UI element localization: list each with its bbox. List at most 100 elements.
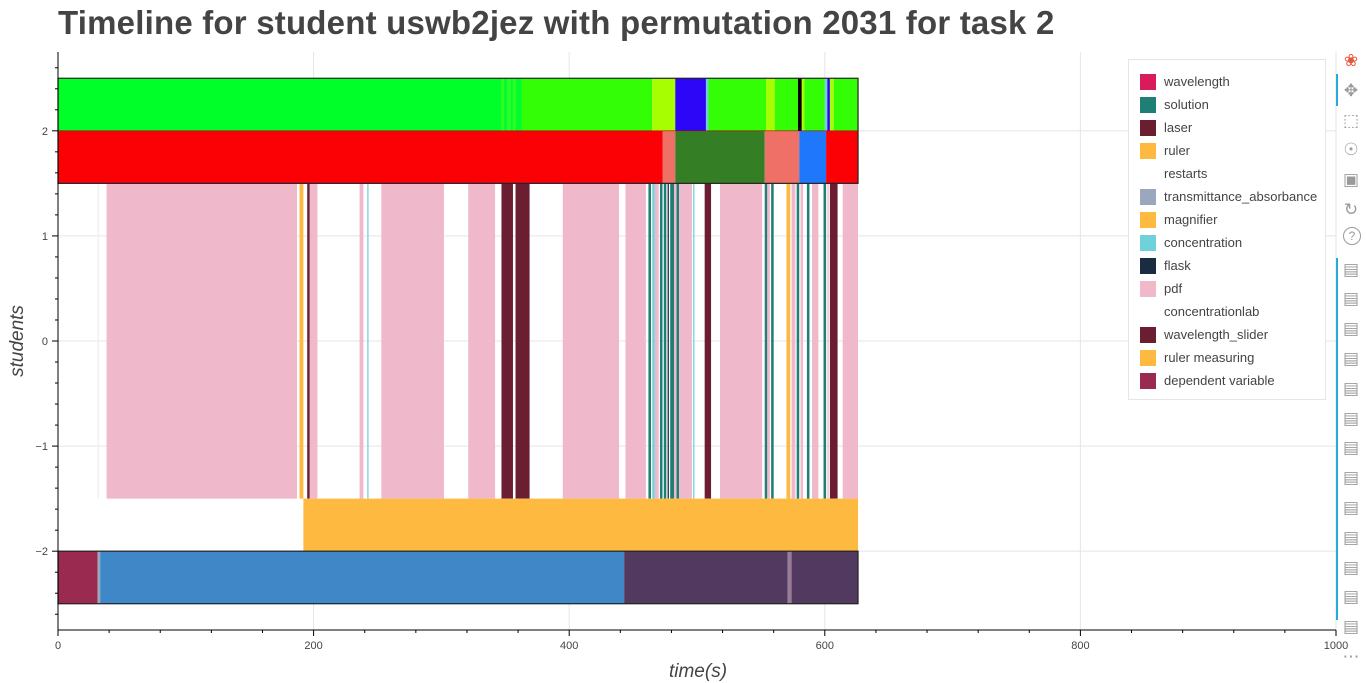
timeline-segment	[97, 183, 99, 499]
legend-swatch	[1140, 326, 1156, 343]
legend-item[interactable]: ruler	[1140, 139, 1190, 162]
timeline-segment	[764, 183, 768, 499]
timeline-segment	[58, 130, 663, 184]
timeline-segment	[652, 78, 676, 131]
timeline-segment	[827, 183, 829, 499]
timeline-segment	[704, 183, 712, 499]
timeline-segment	[833, 78, 859, 131]
box-zoom-icon[interactable]: ⬚	[1342, 110, 1360, 130]
timeline-segment	[774, 78, 798, 131]
legend-swatch	[1140, 372, 1156, 389]
save-icon[interactable]: ▣	[1342, 170, 1360, 190]
legend-label: restarts	[1164, 166, 1208, 181]
hover-icon[interactable]: ▤	[1342, 408, 1360, 428]
legend-swatch	[1140, 188, 1156, 205]
reset-icon[interactable]: ↻	[1343, 200, 1359, 219]
timeline-segment	[106, 183, 297, 499]
timeline-segment	[667, 183, 669, 499]
x-axis-label: time(s)	[669, 661, 727, 682]
timeline-segment	[812, 183, 819, 499]
timeline-segment	[58, 551, 98, 604]
legend-swatch	[1140, 119, 1156, 136]
x-tick-label: 200	[304, 640, 322, 652]
hover-icon[interactable]: ▤	[1342, 527, 1360, 547]
timeline-segment	[791, 183, 796, 499]
legend-item[interactable]: wavelength	[1140, 70, 1230, 93]
bokeh-logo-icon[interactable]: ❀	[1343, 51, 1359, 70]
x-tick-label: 800	[1071, 640, 1089, 652]
help-icon[interactable]: ?	[1343, 226, 1361, 245]
hover-icon[interactable]: ▤	[1342, 289, 1360, 309]
x-tick-label: 600	[816, 640, 834, 652]
legend-label: magnifier	[1164, 212, 1218, 227]
toolbar-active-indicator	[1336, 258, 1338, 620]
timeline-segment	[705, 78, 709, 131]
legend-item[interactable]: ruler measuring	[1140, 346, 1254, 369]
x-tick-label: 0	[55, 640, 61, 652]
hover-icon[interactable]: ▤	[1342, 587, 1360, 607]
legend-item[interactable]: transmittance_absorbance	[1140, 185, 1317, 208]
timeline-segment	[521, 78, 653, 131]
timeline-segment	[720, 183, 763, 499]
hover-icon[interactable]: ▤	[1342, 319, 1360, 339]
timeline-segment	[673, 183, 677, 499]
hover-icon[interactable]: ▤	[1342, 438, 1360, 458]
legend-item[interactable]: magnifier	[1140, 208, 1217, 231]
hover-icon[interactable]: ▤	[1342, 259, 1360, 279]
hover-icon[interactable]: ▤	[1342, 378, 1360, 398]
axes: 0 200 400 600 800 1000 2 1 0 −1 −2	[35, 52, 1348, 652]
timeline-segment	[823, 183, 827, 499]
timeline-segment	[307, 183, 310, 499]
hover-icon[interactable]: ▤	[1342, 617, 1360, 637]
timeline-segment	[562, 183, 620, 499]
legend-swatch	[1140, 96, 1156, 113]
legend-swatch	[1140, 142, 1156, 159]
timeline-bars	[58, 78, 859, 604]
legend-item[interactable]: concentration	[1140, 231, 1242, 254]
legend-label: ruler measuring	[1164, 350, 1255, 365]
timeline-segment	[309, 183, 318, 499]
legend-item[interactable]: wavelength_slider	[1140, 323, 1268, 346]
timeline-segment	[786, 183, 791, 499]
timeline-segment	[663, 183, 667, 499]
legend-label: solution	[1164, 97, 1209, 112]
timeline-segment	[367, 183, 369, 499]
y-tick-label: 0	[42, 336, 48, 348]
y-tick-label: 1	[42, 231, 48, 243]
legend-label: transmittance_absorbance	[1164, 189, 1318, 204]
legend-item[interactable]: flask	[1140, 254, 1191, 277]
timeline-segment	[799, 130, 827, 184]
timeline-segment	[693, 183, 695, 499]
legend-swatch	[1140, 349, 1156, 366]
x-tick-label: 400	[560, 640, 578, 652]
legend-swatch	[1140, 280, 1156, 297]
timeline-segment	[675, 78, 706, 131]
timeline-segment	[648, 183, 651, 499]
timeline-segment	[654, 183, 659, 499]
timeline-segment	[359, 183, 364, 499]
pan-icon[interactable]: ✥	[1343, 80, 1359, 100]
timeline-segment	[100, 551, 625, 604]
hover-icon[interactable]: ▤	[1342, 468, 1360, 488]
legend-item[interactable]: solution	[1140, 93, 1209, 116]
legend-item[interactable]: restarts	[1140, 162, 1207, 185]
timeline-segment	[797, 78, 802, 131]
more-icon[interactable]: ⋯	[1342, 647, 1360, 666]
timeline-segment	[515, 78, 522, 131]
timeline-segment	[512, 78, 516, 131]
legend-item[interactable]: dependent variable	[1140, 369, 1275, 392]
timeline-segment	[787, 551, 792, 604]
hover-icon[interactable]: ▤	[1342, 557, 1360, 577]
timeline-segment	[675, 130, 765, 184]
hover-icon[interactable]: ▤	[1342, 349, 1360, 368]
legend-swatch	[1140, 211, 1156, 228]
hover-icon[interactable]: ▤	[1342, 498, 1360, 517]
legend-item[interactable]: laser	[1140, 116, 1192, 139]
timeline-segment	[504, 78, 508, 131]
legend-item[interactable]: concentrationlab	[1140, 300, 1259, 323]
timeline-segment	[515, 183, 530, 499]
wheel-zoom-icon[interactable]: ☉	[1343, 140, 1359, 160]
legend-swatch	[1140, 303, 1156, 320]
legend-item[interactable]: pdf	[1140, 277, 1182, 300]
